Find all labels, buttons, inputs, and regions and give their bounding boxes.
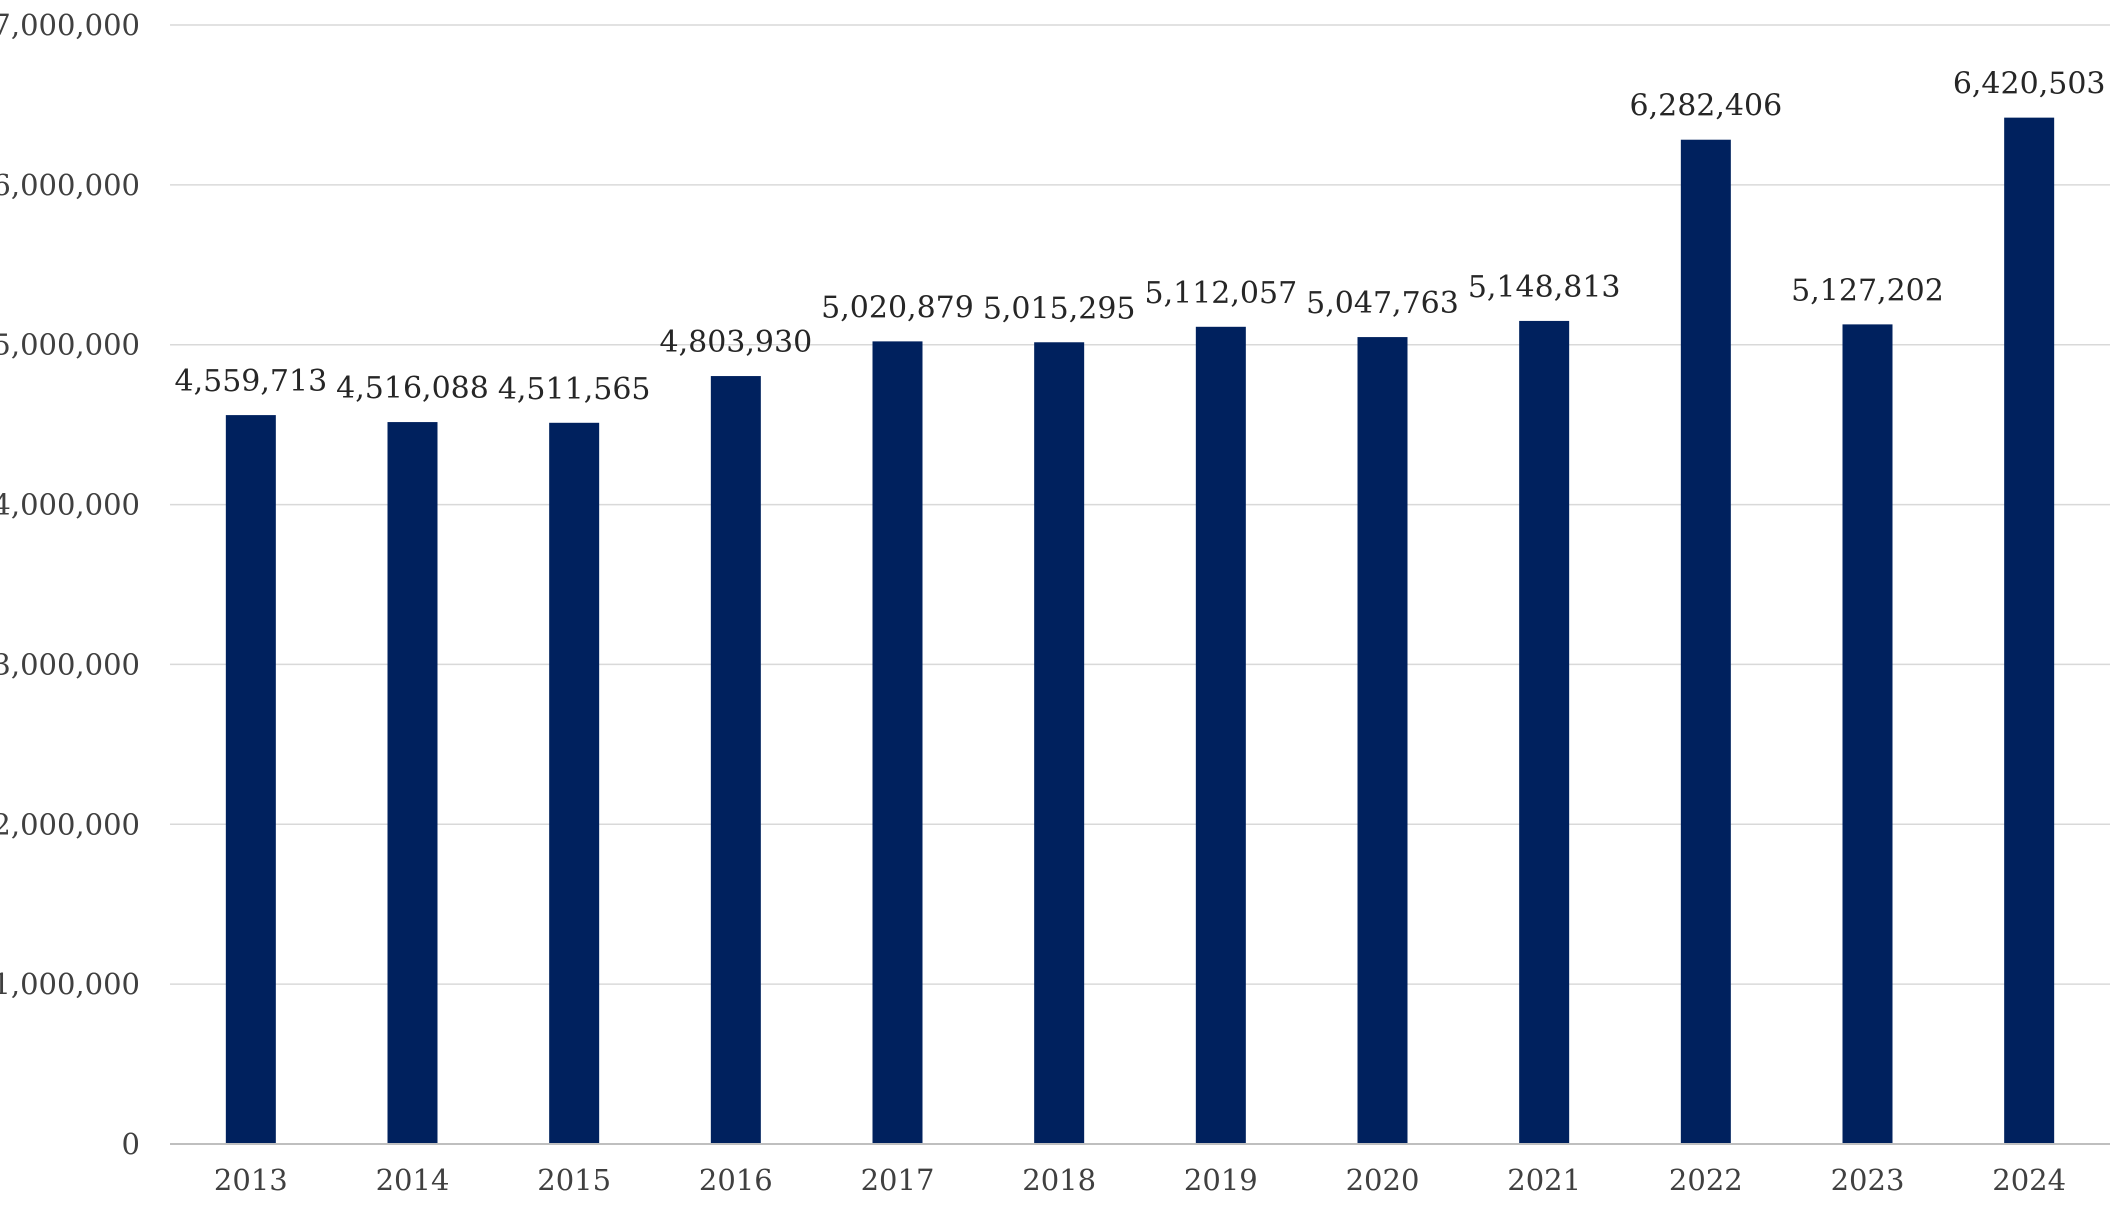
data-label-2020: 5,047,763: [1306, 286, 1459, 321]
bar-2014: [387, 422, 438, 1145]
data-label-2016: 4,803,930: [659, 325, 812, 360]
data-label-2013: 4,559,713: [174, 364, 327, 399]
x-tick-label-2020: 2020: [1346, 1163, 1420, 1197]
y-tick-label: 3,000,000: [0, 647, 140, 681]
bar-2018: [1034, 342, 1085, 1144]
x-tick-label-2019: 2019: [1184, 1163, 1258, 1197]
data-label-2019: 5,112,057: [1144, 276, 1297, 311]
y-tick-label: 7,000,000: [0, 8, 140, 42]
x-tick-label-2014: 2014: [376, 1163, 450, 1197]
y-tick-label: 0: [122, 1127, 140, 1161]
x-tick-label-2017: 2017: [861, 1163, 935, 1197]
bar-2017: [872, 341, 923, 1145]
data-label-2023: 5,127,202: [1791, 273, 1944, 308]
bar-2013: [225, 415, 276, 1145]
y-tick-label: 4,000,000: [0, 488, 140, 522]
data-label-2015: 4,511,565: [498, 372, 651, 407]
bars: [225, 117, 2055, 1145]
y-axis-tick-labels: 0 1,000,000 2,000,000 3,000,000 4,000,000 5,0…: [0, 8, 140, 1161]
bar-2022: [1680, 139, 1731, 1144]
x-tick-label-2018: 2018: [1022, 1163, 1096, 1197]
bar-2015: [549, 422, 600, 1145]
bar-2023: [1842, 324, 1893, 1144]
y-tick-label: 5,000,000: [0, 328, 140, 362]
bar-2016: [710, 376, 761, 1144]
x-tick-label-2015: 2015: [537, 1163, 611, 1197]
x-tick-label-2023: 2023: [1831, 1163, 1905, 1197]
x-tick-label-2021: 2021: [1507, 1163, 1581, 1197]
bar-2024: [2004, 117, 2055, 1145]
data-label-2021: 5,148,813: [1468, 270, 1621, 305]
bar-2019: [1195, 326, 1246, 1145]
x-tick-label-2016: 2016: [699, 1163, 773, 1197]
y-tick-label: 2,000,000: [0, 807, 140, 841]
y-tick-label: 6,000,000: [0, 168, 140, 202]
data-label-2014: 4,516,088: [336, 371, 489, 406]
data-label-2024: 6,420,503: [1953, 67, 2106, 102]
bar-2021: [1519, 320, 1570, 1144]
x-axis-tick-labels: 2013 2014 2015 2016 2017 2018 2019 2020 2021 2022…: [214, 1163, 2066, 1197]
x-tick-label-2013: 2013: [214, 1163, 288, 1197]
data-label-2017: 5,020,879: [821, 290, 974, 325]
x-tick-label-2024: 2024: [1992, 1163, 2066, 1197]
bar-2020: [1357, 337, 1408, 1144]
x-tick-label-2022: 2022: [1669, 1163, 1743, 1197]
y-tick-label: 1,000,000: [0, 967, 140, 1001]
data-label-2022: 6,282,406: [1629, 89, 1782, 124]
gridlines: [170, 24, 2110, 985]
data-label-2018: 5,015,295: [983, 291, 1136, 326]
